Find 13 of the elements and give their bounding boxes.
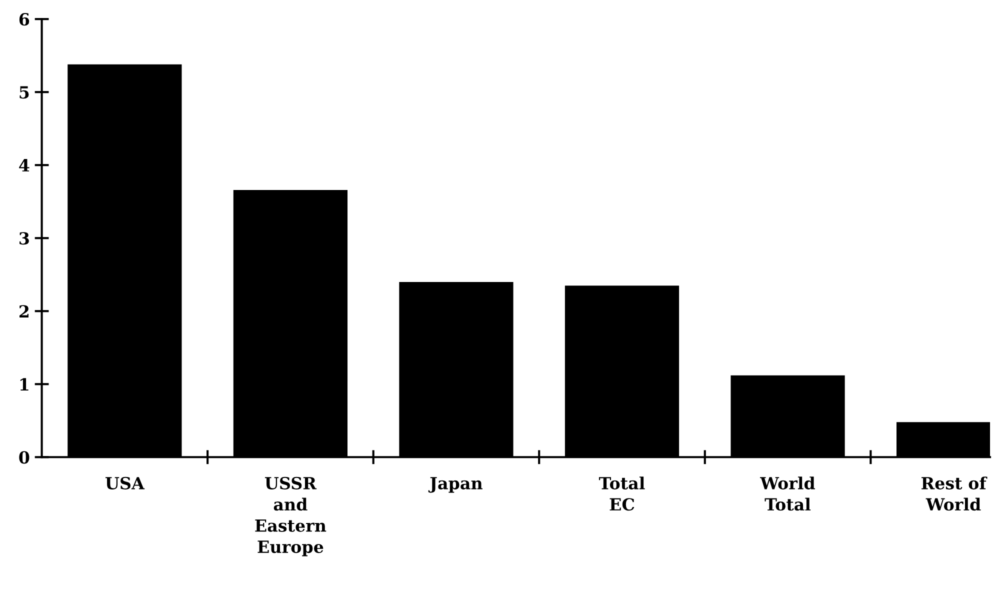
x-tick-label: World Total bbox=[760, 476, 816, 511]
y-tick-label: 0 bbox=[19, 451, 30, 464]
y-tick-label: 5 bbox=[20, 86, 29, 99]
y-tick-label: 2 bbox=[20, 305, 28, 318]
x-tick-label: Total EC bbox=[598, 476, 645, 511]
y-tick-label: 4 bbox=[19, 159, 30, 172]
x-tick-label: USA bbox=[105, 476, 145, 490]
y-tick-label: 3 bbox=[20, 232, 29, 245]
x-tick-label: USSR and Eastern Europe bbox=[255, 476, 326, 556]
y-tick-label: 6 bbox=[19, 13, 30, 26]
y-tick-label: 1 bbox=[20, 378, 28, 390]
x-tick-label: Rest of World bbox=[922, 476, 988, 511]
x-tick-label: Japan bbox=[428, 477, 482, 493]
